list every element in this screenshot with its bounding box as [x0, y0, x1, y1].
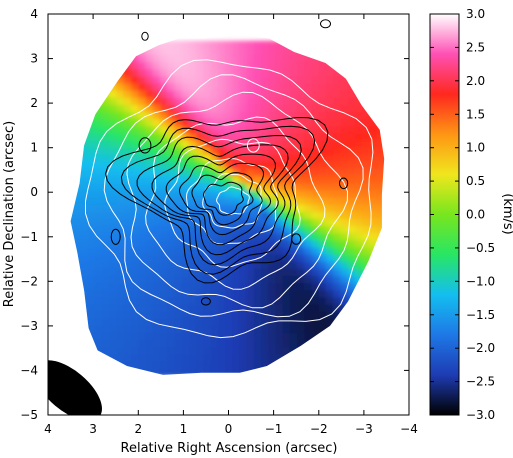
- colorbar: 3.0 2.5 2.0 1.5 1.0 0.5 0.0 −0.5 −1.0 −1.5 −2.0 −2.…: [429, 7, 513, 422]
- x-tick-label: −1: [265, 422, 283, 436]
- colorbar-tick-label: 1.5: [466, 107, 485, 121]
- small-contour-islands: [110, 19, 349, 306]
- contour-island: [138, 137, 152, 154]
- contour-island: [291, 233, 302, 245]
- y-tick-label: 0: [30, 185, 38, 199]
- y-tick-label: −2: [20, 274, 38, 288]
- black-contour: [151, 144, 289, 256]
- x-axis-title: Relative Right Ascension (arcsec): [121, 441, 338, 456]
- white-contour: [216, 186, 250, 215]
- contour-island: [110, 228, 121, 245]
- x-tick-label: 0: [225, 422, 233, 436]
- colorbar-tick-label: −1.0: [466, 274, 495, 288]
- colorbar-label: (km/s): [500, 193, 513, 235]
- colorbar-tick-label: 0.5: [466, 174, 485, 188]
- colorbar-tick-label: 1.0: [466, 141, 485, 155]
- x-tick-label: 4: [44, 422, 52, 436]
- x-tick-label: −4: [400, 422, 418, 436]
- black-contour: [191, 172, 254, 226]
- colorbar-tick-label: 0.0: [466, 208, 485, 222]
- y-axis-title: Relative Declination (arcsec): [2, 121, 17, 307]
- x-tick-label: 3: [89, 422, 97, 436]
- colorbar-tick-label: −0.5: [466, 241, 495, 255]
- contour-island: [200, 297, 211, 306]
- white-contour: [103, 74, 364, 318]
- colorbar-tick-label: −2.5: [466, 375, 495, 389]
- black-contour: [105, 116, 329, 284]
- y-tick-label: −5: [20, 408, 38, 422]
- white-contour: [202, 173, 263, 229]
- black-contour: [165, 153, 277, 246]
- beam-ellipse: [48, 360, 102, 415]
- colorbar-tick-label: −3.0: [466, 408, 495, 422]
- x-tick-label: −2: [310, 422, 328, 436]
- y-tick-label: 3: [30, 52, 38, 66]
- colorbar-gradient: [429, 13, 460, 416]
- x-axis-ticks: 4 3 2 1 0 −1 −2 −3 −4: [44, 14, 418, 436]
- contour-island: [339, 177, 349, 190]
- y-axis-ticks: 4 3 2 1 0 −1 −2 −3 −4 −5: [20, 7, 409, 422]
- y-tick-label: −1: [20, 230, 38, 244]
- black-contour: [178, 162, 265, 236]
- white-contour: [126, 91, 349, 309]
- black-contour: [202, 181, 244, 216]
- y-tick-label: 1: [30, 141, 38, 155]
- contour-island: [320, 19, 331, 29]
- black-contour: [120, 125, 316, 275]
- colorbar-tick-label: −1.5: [466, 308, 495, 322]
- y-tick-label: 2: [30, 96, 38, 110]
- colorbar-tick-label: 2.5: [466, 40, 485, 54]
- colorbar-tick-label: −2.0: [466, 341, 495, 355]
- colorbar-tick-label: 3.0: [466, 7, 485, 21]
- black-contour-set: [105, 116, 329, 284]
- colorbar-tick-label: 2.0: [466, 74, 485, 88]
- x-tick-label: 2: [134, 422, 142, 436]
- black-contour: [136, 134, 302, 266]
- contour-island: [141, 31, 149, 41]
- x-tick-label: −3: [355, 422, 373, 436]
- y-tick-label: −4: [20, 363, 38, 377]
- white-contour: [85, 59, 374, 339]
- plot-area: 4 3 2 1 0 −1 −2 −3 −4 4 3 2 1 0 −1 −2 −3 −4 −5: [20, 7, 418, 436]
- x-tick-label: 1: [180, 422, 188, 436]
- colorbar-ticks: 3.0 2.5 2.0 1.5 1.0 0.5 0.0 −0.5 −1.0 −1.5 −2.0 −2.…: [430, 7, 495, 422]
- contour-island: [246, 138, 260, 153]
- y-tick-label: −3: [20, 319, 38, 333]
- y-tick-label: 4: [30, 7, 38, 21]
